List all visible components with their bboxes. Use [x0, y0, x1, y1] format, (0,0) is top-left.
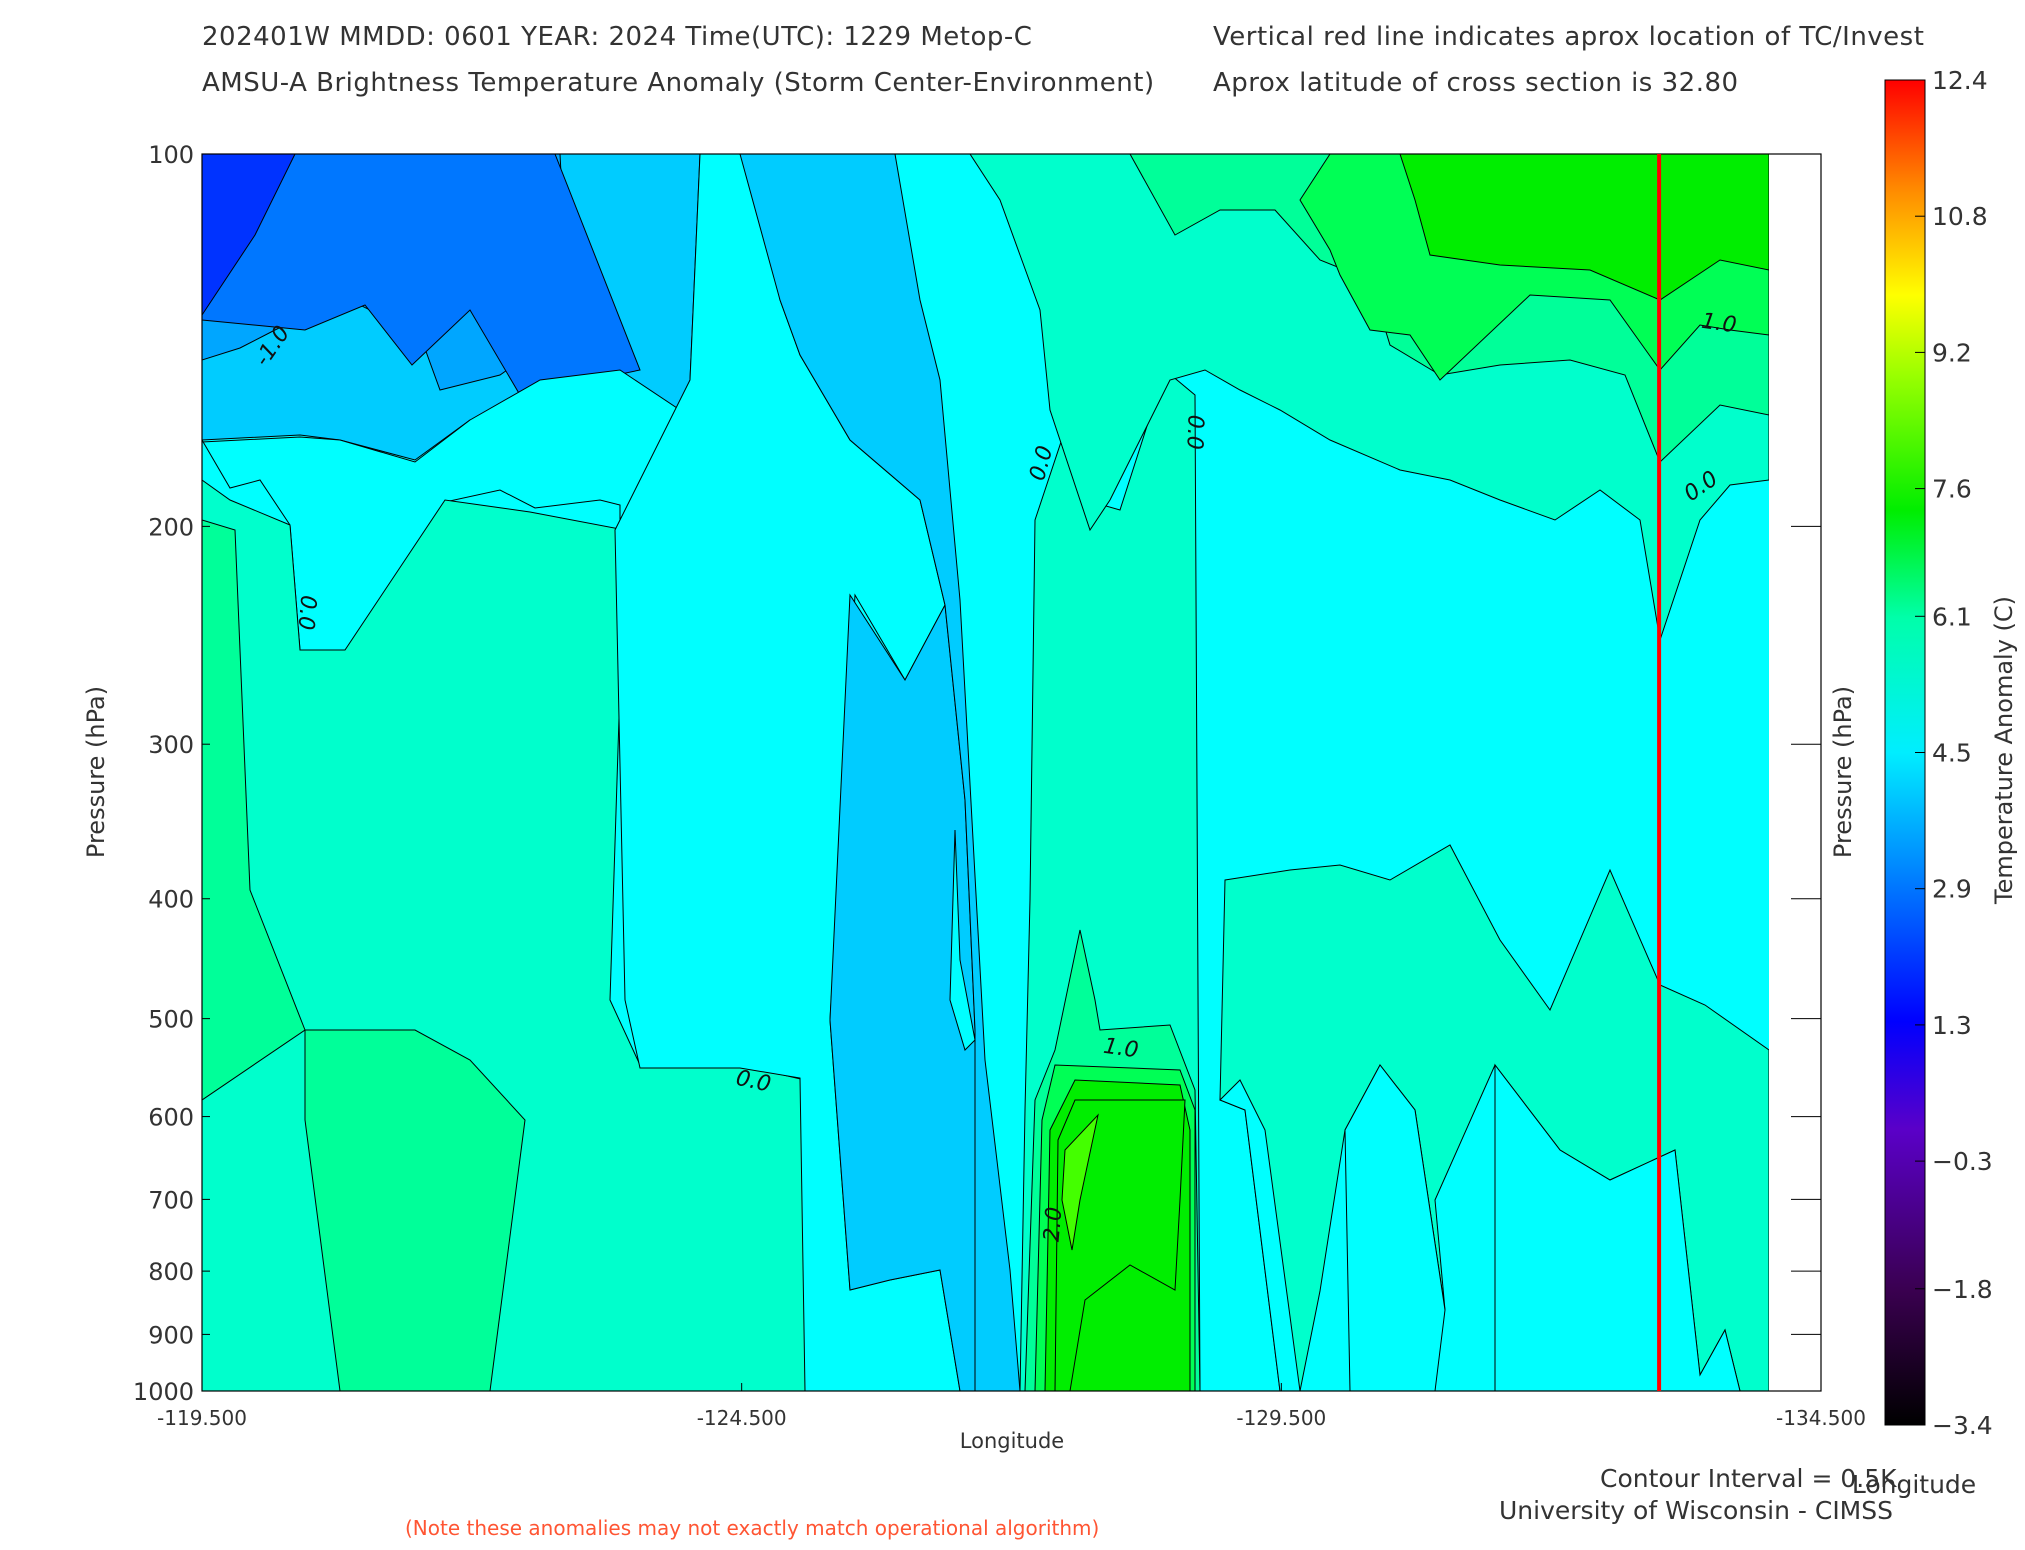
colorbar-tick-label: −3.4 [1932, 1411, 1993, 1440]
center-blue-tongue [829, 593, 976, 1391]
colorbar-tick-label: 2.9 [1932, 875, 1972, 904]
contour-label: 2.0 [1040, 1206, 1068, 1243]
y-tick-label: 600 [148, 1104, 194, 1132]
algorithm-note: (Note these anomalies may not exactly ma… [405, 1516, 1100, 1540]
colorbar-tick-label: −1.8 [1932, 1275, 1993, 1304]
colorbar-tick-label: 1.3 [1932, 1011, 1972, 1040]
left-blue3-region [202, 154, 641, 396]
x-tick-label: -119.500 [157, 1406, 247, 1430]
header-line1-left: 202401W MMDD: 0601 YEAR: 2024 Time(UTC):… [202, 22, 1033, 52]
colorbar-tick-label: 9.2 [1932, 338, 1972, 367]
y-tick-label: 700 [148, 1186, 194, 1214]
colorbar-title: Temperature Anomaly (C) [1990, 596, 2018, 905]
warm-core-lime [1061, 1113, 1099, 1251]
y-axis-label-right: Pressure (hPa) [1829, 686, 1857, 858]
header-line1-right: Vertical red line indicates aprox locati… [1213, 22, 1925, 52]
contour-fill [202, 154, 1769, 1391]
right-upper-green3 [1399, 154, 1769, 301]
colorbar-ticks: 12.4 10.8 9.2 7.6 6.1 4.5 2.9 1.3 −0.3 −1.8 −3.4 [1915, 66, 1993, 1440]
right-lower-cyan2 [1344, 1064, 1446, 1391]
colorbar-tick-label: 12.4 [1932, 66, 1988, 95]
center-sliver [949, 829, 976, 1051]
colorbar-tick-label: −0.3 [1932, 1147, 1993, 1176]
header-line2-right: Aprox latitude of cross section is 32.80 [1213, 68, 1739, 98]
colorbar-tick-label: 10.8 [1932, 202, 1988, 231]
center-blue-tongue2 [739, 154, 1021, 1391]
left-green2-region [304, 1029, 526, 1391]
y-tick-label: 900 [148, 1321, 194, 1349]
y-tick-label: 300 [148, 731, 194, 759]
x-tick-label: -134.500 [1776, 1406, 1866, 1430]
x-axis-label-right: Longitude [1852, 1470, 1976, 1499]
y-axis-ticks: 100 200 300 400 500 600 700 800 900 1000 [133, 141, 1821, 1406]
contour-label: 0.0 [1181, 414, 1207, 450]
x-axis-label: Longitude [960, 1429, 1064, 1453]
contour-label: 0.0 [292, 594, 320, 631]
colorbar-tick-label: 7.6 [1932, 475, 1972, 504]
right-lower-cyan3 [1494, 1063, 1741, 1391]
header-line2-left: AMSU-A Brightness Temperature Anomaly (S… [202, 68, 1155, 98]
left-green-region [202, 519, 306, 1101]
x-tick-label: -129.500 [1236, 1406, 1326, 1430]
contour-interval: Contour Interval = 0.5K [1600, 1464, 1897, 1493]
contour-label: 1.0 [1102, 1034, 1140, 1064]
y-tick-label: 500 [148, 1006, 194, 1034]
contour-label: 1.0 [1700, 309, 1738, 339]
x-tick-label: -124.500 [697, 1406, 787, 1430]
credit: University of Wisconsin - CIMSS [1499, 1496, 1893, 1525]
y-tick-label: 100 [148, 141, 194, 169]
y-tick-label: 1000 [133, 1378, 194, 1406]
colorbar-tick-label: 4.5 [1932, 739, 1972, 768]
warm-core-green4 [1054, 1099, 1186, 1391]
y-tick-label: 200 [148, 513, 194, 541]
plot-border [201, 153, 1822, 1392]
right-lower-cyan1 [1219, 1079, 1301, 1391]
y-tick-label: 400 [148, 886, 194, 914]
y-axis-label: Pressure (hPa) [82, 686, 110, 858]
colorbar-tick-label: 6.1 [1932, 602, 1972, 631]
left-blue4-region [202, 154, 296, 316]
y-tick-label: 800 [148, 1258, 194, 1286]
x-axis-ticks: -119.500 -124.500 -129.500 -134.500 [157, 1383, 1866, 1430]
